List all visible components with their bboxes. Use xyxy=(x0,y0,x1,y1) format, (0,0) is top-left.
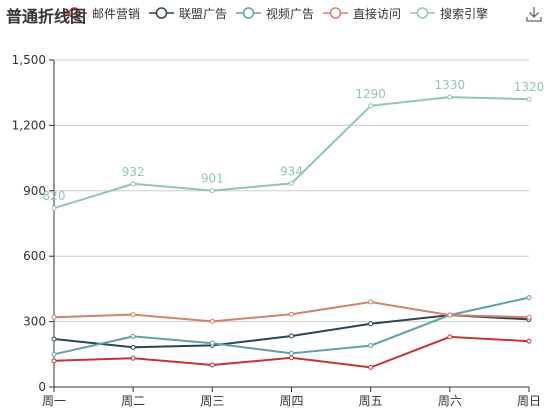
data-point xyxy=(51,205,57,211)
y-tick-label: 600 xyxy=(23,249,46,263)
y-tick-label: 300 xyxy=(23,315,46,329)
legend-swatch xyxy=(149,7,175,19)
download-icon[interactable] xyxy=(525,5,543,23)
data-point xyxy=(526,96,532,102)
data-point xyxy=(289,180,294,186)
legend-item[interactable]: 直接访问 xyxy=(323,5,401,22)
legend: 邮件营销 联盟广告 视频广告 直接访问 搜索引擎 xyxy=(62,3,497,23)
y-tick-label: 0 xyxy=(38,380,46,394)
data-point xyxy=(289,333,294,339)
data-point xyxy=(51,336,57,342)
data-point xyxy=(368,364,374,370)
data-point xyxy=(130,333,136,339)
data-point xyxy=(51,358,57,364)
legend-swatch xyxy=(323,7,349,19)
data-point xyxy=(526,314,532,320)
data-label: 1320 xyxy=(514,80,545,94)
x-tick-label: 周四 xyxy=(279,394,303,408)
data-point xyxy=(209,340,215,346)
y-tick-label: 1,500 xyxy=(12,53,46,67)
legend-label: 直接访问 xyxy=(353,6,402,21)
data-point xyxy=(368,103,374,109)
data-label: 901 xyxy=(201,172,224,186)
data-point xyxy=(368,299,374,305)
data-point xyxy=(130,312,136,318)
data-point xyxy=(209,362,215,368)
data-point xyxy=(130,355,136,361)
data-point xyxy=(447,334,453,340)
legend-label: 邮件营销 xyxy=(92,6,141,21)
legend-label: 视频广告 xyxy=(266,6,315,21)
data-point xyxy=(447,94,453,100)
data-point xyxy=(368,343,374,349)
data-point xyxy=(130,181,136,187)
data-label: 1290 xyxy=(355,87,386,101)
data-point xyxy=(289,350,294,356)
x-tick-label: 周三 xyxy=(200,394,224,408)
legend-swatch xyxy=(62,7,87,19)
data-point xyxy=(51,351,57,357)
legend-item[interactable]: 联盟广告 xyxy=(149,5,227,22)
data-point xyxy=(368,321,374,327)
data-point xyxy=(289,355,294,361)
data-point xyxy=(51,314,57,320)
x-tick-label: 周一 xyxy=(42,394,66,408)
data-point xyxy=(526,295,532,301)
legend-swatch xyxy=(236,7,262,19)
data-point xyxy=(526,338,532,344)
data-point xyxy=(289,311,294,317)
legend-item[interactable]: 邮件营销 xyxy=(62,5,140,22)
x-tick-label: 周二 xyxy=(121,394,145,408)
series-line xyxy=(53,96,530,210)
x-tick-label: 周六 xyxy=(438,394,462,408)
data-point xyxy=(447,312,453,318)
data-label: 934 xyxy=(280,164,303,178)
legend-item[interactable]: 搜索引擎 xyxy=(410,5,488,22)
x-tick-label: 周五 xyxy=(359,394,383,408)
x-tick-label: 周日 xyxy=(517,394,541,408)
data-label: 932 xyxy=(122,165,145,179)
y-tick-label: 900 xyxy=(23,184,46,198)
legend-label: 搜索引擎 xyxy=(440,6,489,21)
series-line xyxy=(53,314,530,349)
chart-title: 普通折线图 xyxy=(6,7,87,26)
legend-label: 联盟广告 xyxy=(179,6,228,21)
data-label: 1330 xyxy=(435,78,466,92)
legend-swatch xyxy=(410,7,436,19)
y-tick-label: 1,200 xyxy=(12,118,46,132)
data-point xyxy=(209,188,215,194)
legend-item[interactable]: 视频广告 xyxy=(236,5,314,22)
data-label: 820 xyxy=(43,189,66,203)
data-point xyxy=(209,318,215,324)
data-point xyxy=(130,344,136,350)
